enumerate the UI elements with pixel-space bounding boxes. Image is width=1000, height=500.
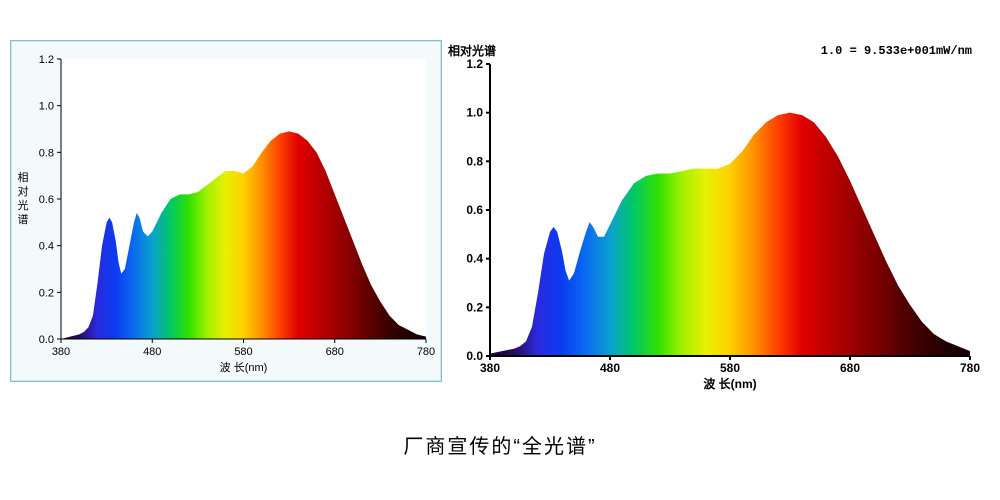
- svg-text:0.2: 0.2: [39, 287, 54, 299]
- svg-text:0.4: 0.4: [466, 252, 483, 266]
- svg-text:对: 对: [18, 184, 29, 198]
- svg-text:780: 780: [417, 346, 435, 358]
- svg-text:480: 480: [143, 346, 161, 358]
- right-chart-title: 相对光谱: [448, 42, 496, 59]
- right-chart-annotation: 1.0 = 9.533e+001mW/nm: [821, 44, 972, 58]
- svg-text:光: 光: [18, 198, 29, 212]
- svg-text:相: 相: [18, 171, 29, 184]
- svg-text:780: 780: [960, 361, 980, 375]
- svg-text:谱: 谱: [18, 212, 29, 226]
- svg-text:0.0: 0.0: [39, 334, 54, 346]
- panels-row: 0.0 0.2 0.4 0.6 0.8 1.0 1.2 380 480 580 680 780 波 长(…: [0, 0, 1000, 400]
- left-chart-svg: 0.0 0.2 0.4 0.6 0.8 1.0 1.2 380 480 580 680 780 波 长(…: [11, 41, 441, 381]
- svg-text:580: 580: [720, 361, 740, 375]
- svg-text:波 长(nm): 波 长(nm): [703, 376, 756, 391]
- svg-text:680: 680: [326, 346, 344, 358]
- svg-text:0.6: 0.6: [466, 203, 483, 217]
- svg-text:580: 580: [234, 346, 252, 358]
- left-chart-panel: 0.0 0.2 0.4 0.6 0.8 1.0 1.2 380 480 580 680 780 波 长(…: [10, 40, 442, 382]
- svg-text:0.2: 0.2: [466, 300, 483, 314]
- svg-text:680: 680: [840, 361, 860, 375]
- svg-text:1.0: 1.0: [466, 106, 483, 120]
- figure-caption: 厂商宣传的“全光谱”: [0, 430, 1000, 459]
- svg-text:0.8: 0.8: [39, 147, 54, 159]
- svg-text:1.2: 1.2: [39, 54, 54, 66]
- svg-text:1.2: 1.2: [466, 57, 483, 71]
- svg-text:480: 480: [600, 361, 620, 375]
- svg-text:1.0: 1.0: [39, 101, 54, 113]
- svg-text:0.4: 0.4: [39, 241, 54, 253]
- right-chart-svg: 0.00.20.40.60.81.01.2380480580680780波 长(…: [442, 40, 982, 400]
- svg-text:波 长(nm): 波 长(nm): [220, 361, 268, 374]
- svg-text:380: 380: [52, 346, 70, 358]
- svg-text:380: 380: [480, 361, 500, 375]
- figure-wrap: 0.0 0.2 0.4 0.6 0.8 1.0 1.2 380 480 580 680 780 波 长(…: [0, 0, 1000, 500]
- svg-text:0.6: 0.6: [39, 194, 54, 206]
- svg-text:0.8: 0.8: [466, 154, 483, 168]
- right-chart-panel: 相对光谱 1.0 = 9.533e+001mW/nm 0.00.20.40.60…: [442, 40, 982, 400]
